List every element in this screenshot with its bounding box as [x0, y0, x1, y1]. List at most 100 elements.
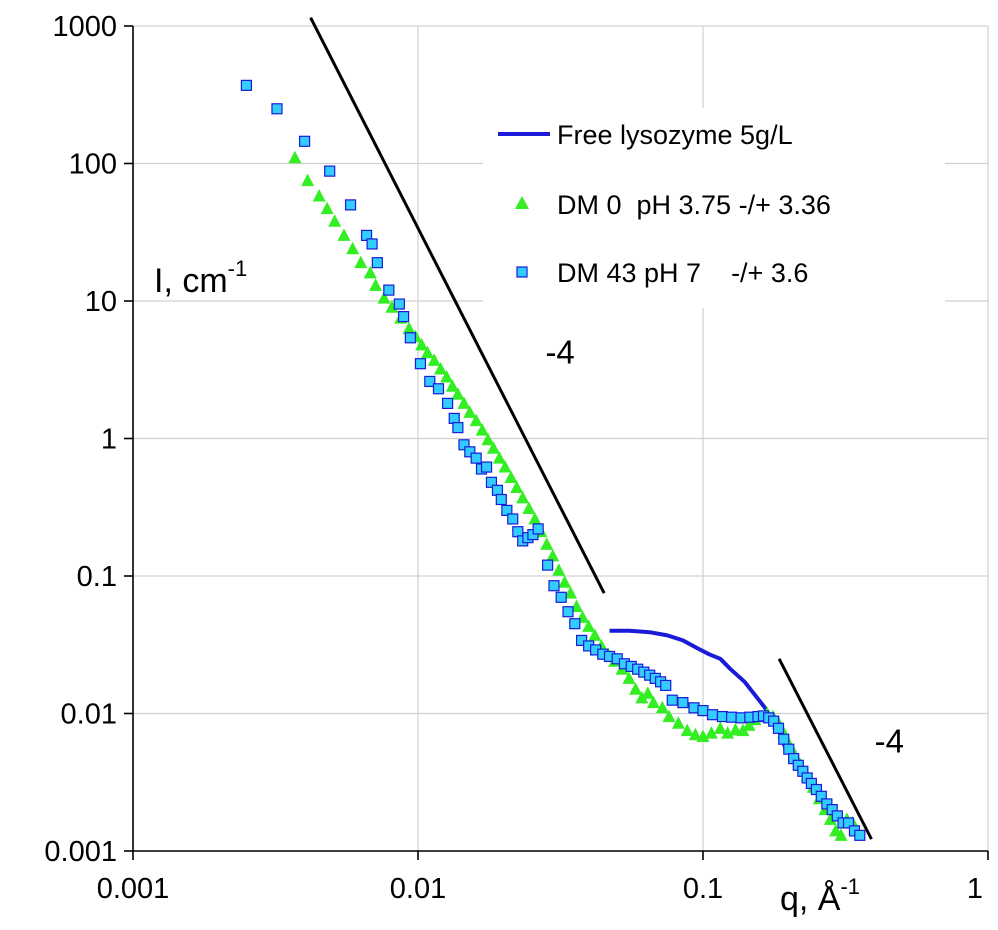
data-point-dm0 [457, 396, 471, 409]
data-point-dm0 [320, 201, 334, 215]
x-axis-title-base: q, Å [780, 880, 841, 918]
data-point-dm43 [783, 743, 795, 755]
data-point-dm43 [842, 817, 855, 829]
data-point-dm43 [298, 135, 311, 147]
data-point-dm0 [385, 300, 399, 313]
y-axis-title-exponent: -1 [228, 256, 248, 281]
data-point-dm43 [371, 257, 383, 269]
data-point-dm43 [548, 580, 560, 592]
tick-labels: 0.001 0.01 0.1 1 10 100 1000 0.001 0.01 0.1 1 [44, 11, 983, 905]
data-point-dm0 [427, 353, 441, 366]
data-point-dm43 [404, 332, 416, 344]
data-point-dm0 [823, 812, 837, 825]
data-point-dm43 [397, 311, 410, 323]
data-point-dm43 [660, 679, 672, 692]
data-point-dm0 [528, 511, 542, 525]
data-point-dm0 [498, 460, 512, 473]
y-tick-label: 0.01 [61, 699, 117, 731]
x-tick-label: 0.1 [683, 873, 723, 905]
slope-line-1 [309, 16, 606, 594]
data-point-dm0 [516, 490, 530, 504]
data-point-dm43 [441, 397, 454, 410]
data-point-dm43 [542, 559, 554, 571]
data-point-dm0 [369, 278, 383, 291]
data-point-dm43 [555, 591, 567, 603]
data-point-dm43 [240, 79, 253, 91]
data-point-dm0 [680, 723, 694, 737]
data-point-dm43 [726, 711, 738, 723]
legend-label-dm43: DM 43 pH 7 -/+ 3.6 [557, 258, 808, 288]
x-axis-title-exponent: -1 [840, 874, 860, 899]
data-point-dm0 [288, 150, 302, 164]
data-point-dm43 [344, 199, 357, 211]
data-point-dm0 [486, 441, 500, 454]
data-point-dm43 [383, 284, 395, 296]
data-point-dm0 [451, 387, 465, 400]
data-point-dm0 [546, 548, 560, 562]
data-point-dm0 [564, 586, 578, 599]
x-axis-title: q, Å-1 [780, 874, 860, 918]
data-point-dm0 [646, 695, 660, 709]
data-point-dm43 [507, 513, 519, 525]
data-point-dm43 [772, 722, 785, 734]
data-point-dm0 [721, 726, 735, 739]
y-tick-label: 1000 [52, 11, 117, 43]
data-point-dm0 [635, 690, 649, 704]
data-point-dm0 [834, 828, 848, 841]
data-point-dm0 [301, 173, 315, 187]
y-axis-title-base: I, cm [154, 262, 228, 300]
legend-label-dm0: DM 0 pH 3.75 -/+ 3.36 [557, 190, 831, 220]
data-point-dm0 [363, 265, 377, 279]
data-point-dm43 [424, 375, 436, 388]
x-tick-label: 0.001 [97, 873, 170, 905]
y-axis-title: I, cm-1 [154, 256, 247, 300]
data-point-dm0 [641, 686, 655, 699]
data-point-dm0 [445, 379, 459, 392]
series-square-layer [240, 79, 866, 841]
svg-text:q, Å-1: q, Å-1 [780, 874, 860, 918]
data-point-dm43 [470, 452, 482, 464]
y-tick-label: 10 [85, 286, 117, 318]
data-point-dm0 [655, 700, 669, 714]
data-point-dm0 [588, 628, 602, 641]
legend: Free lysozyme 5g/L DM 0 pH 3.75 -/+ 3.36… [483, 108, 945, 308]
data-point-dm0 [346, 241, 360, 255]
svg-text:I, cm-1: I, cm-1 [154, 256, 247, 300]
data-point-dm43 [666, 694, 678, 706]
data-point-dm43 [480, 461, 493, 473]
data-point-dm0 [440, 370, 454, 383]
data-point-dm0 [328, 214, 342, 227]
data-point-dm43 [532, 523, 544, 535]
data-point-dm0 [510, 480, 524, 494]
data-point-dm43 [562, 606, 574, 618]
data-point-dm0 [354, 255, 368, 269]
data-point-dm0 [704, 726, 718, 739]
data-point-dm43 [706, 709, 719, 721]
x-tick-label: 1 [967, 873, 983, 905]
data-point-dm43 [854, 829, 866, 841]
data-point-dm43 [366, 238, 378, 250]
data-point-dm0 [696, 729, 710, 743]
legend-box [483, 108, 945, 308]
data-point-dm43 [448, 412, 460, 425]
axes [124, 25, 989, 860]
slope-label-2: -4 [875, 723, 904, 760]
data-point-dm0 [713, 721, 727, 734]
data-point-dm0 [481, 432, 495, 446]
data-point-dm0 [504, 470, 518, 484]
data-point-dm43 [778, 733, 790, 745]
data-point-dm0 [688, 727, 702, 741]
data-point-dm43 [831, 810, 843, 822]
legend-swatch-square [516, 266, 528, 278]
data-point-dm0 [337, 228, 351, 241]
data-point-dm43 [393, 298, 405, 310]
data-point-dm0 [475, 423, 489, 436]
data-point-dm43 [464, 446, 476, 458]
data-point-dm43 [716, 710, 729, 723]
data-point-dm0 [421, 345, 435, 359]
data-point-dm43 [491, 484, 504, 496]
slope-labels: -4 -4 [545, 334, 903, 760]
slope-line-2 [777, 658, 873, 840]
data-point-dm0 [402, 321, 416, 335]
